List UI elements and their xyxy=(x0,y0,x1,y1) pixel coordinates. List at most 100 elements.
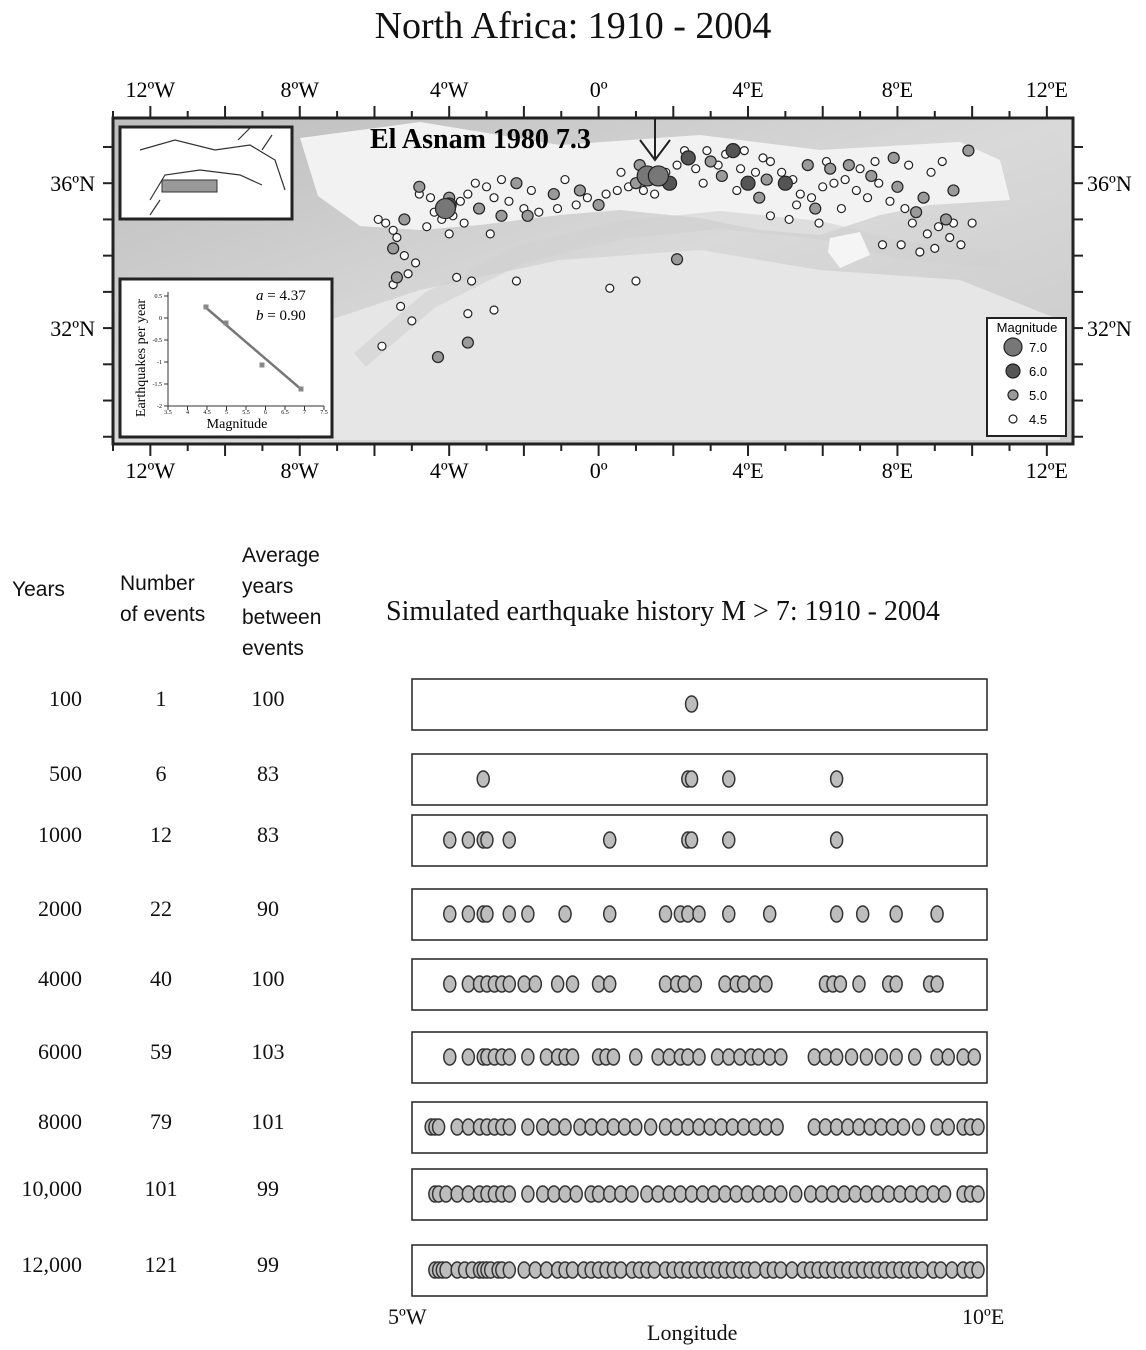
inset-x-tick-label: 6.5 xyxy=(281,410,289,416)
earthquake-marker xyxy=(698,178,708,188)
simulated-event xyxy=(450,1185,464,1203)
simulated-event xyxy=(908,1048,922,1066)
simulated-event xyxy=(751,1048,766,1066)
earthquake-marker xyxy=(947,184,960,197)
legend-marker xyxy=(1005,363,1021,379)
simulated-event xyxy=(521,1118,535,1136)
simulated-event xyxy=(695,1185,710,1203)
table-cell-years: 500 xyxy=(49,761,82,786)
simulated-event xyxy=(443,905,457,923)
simulated-event xyxy=(930,975,944,993)
inset-x-tick-label: 5.5 xyxy=(242,410,250,416)
earthquake-marker xyxy=(917,191,930,204)
earthquake-marker xyxy=(650,189,660,199)
simulated-event xyxy=(889,905,903,923)
simulated-event xyxy=(722,1048,736,1066)
earthquake-marker xyxy=(403,269,413,279)
top-tick-label: 4ºW xyxy=(430,77,469,102)
earthquake-marker xyxy=(495,209,508,222)
simulated-event xyxy=(629,1118,643,1136)
simulated-event xyxy=(558,1185,572,1203)
header-average-years: Average years between events xyxy=(242,540,321,664)
simulated-event xyxy=(751,1185,766,1203)
right-lat-label: 32ºN xyxy=(1087,316,1132,341)
table-cell-years: 4000 xyxy=(38,966,82,991)
simulated-event xyxy=(733,1048,747,1066)
earthquake-marker xyxy=(765,156,776,167)
simulated-event xyxy=(480,905,494,923)
simulated-event xyxy=(870,1185,885,1203)
simulated-event xyxy=(703,1118,717,1136)
earthquake-marker xyxy=(388,225,398,235)
simulated-event xyxy=(625,1185,639,1203)
simulated-event xyxy=(521,905,535,923)
simulated-event xyxy=(431,1118,446,1136)
bottom-tick-label: 4ºW xyxy=(430,458,469,483)
simulated-event xyxy=(450,1118,464,1136)
simulated-event xyxy=(461,975,476,993)
earthquake-marker xyxy=(461,336,474,349)
simulated-event xyxy=(874,1118,889,1136)
legend-marker xyxy=(1003,337,1023,357)
simulated-event xyxy=(829,905,844,923)
table-cell-events: 6 xyxy=(155,761,167,786)
earthquake-marker xyxy=(466,276,477,286)
lake xyxy=(828,232,870,268)
earthquake-marker xyxy=(485,229,495,239)
earthquake-marker xyxy=(612,185,622,196)
simulated-event xyxy=(874,1048,889,1066)
earthquake-marker xyxy=(829,178,839,188)
earthquake-marker xyxy=(887,151,900,164)
earthquake-marker xyxy=(526,185,536,196)
simulated-event xyxy=(502,1048,517,1066)
table-cell-avg: 99 xyxy=(257,1252,279,1277)
earthquake-marker xyxy=(425,193,436,203)
simulated-event xyxy=(774,1048,788,1066)
table-cell-avg: 83 xyxy=(257,761,279,786)
earthquake-marker xyxy=(896,240,906,250)
simulated-event xyxy=(904,1185,918,1203)
simulated-event xyxy=(684,695,699,713)
simulation-title: Simulated earthquake history M > 7: 1910… xyxy=(386,596,940,627)
simulated-event xyxy=(718,1185,732,1203)
svg-text:a = 4.37: a = 4.37 xyxy=(256,288,306,304)
simulated-event xyxy=(889,1048,903,1066)
earthquake-marker xyxy=(398,213,411,226)
main-title: North Africa: 1910 - 2004 xyxy=(374,5,772,47)
earthquake-marker xyxy=(791,200,802,210)
earthquake-marker xyxy=(967,218,977,228)
simulated-event xyxy=(606,1048,621,1066)
simulated-event xyxy=(736,975,751,993)
x-axis-label: Longitude xyxy=(647,1320,738,1345)
simulated-event xyxy=(803,1185,818,1203)
simulated-event xyxy=(915,1185,929,1203)
simulated-event xyxy=(710,1048,725,1066)
header-years: Years xyxy=(12,578,65,601)
earthquake-marker xyxy=(601,189,611,199)
simulated-event xyxy=(893,1185,907,1203)
inset-x-tick-label: 4.5 xyxy=(203,410,211,416)
simulated-event xyxy=(714,1118,729,1136)
simulated-event xyxy=(736,1118,751,1136)
inset-locator-map xyxy=(118,125,294,221)
simulated-event xyxy=(841,1118,855,1136)
earthquake-marker xyxy=(413,180,426,193)
earthquake-marker xyxy=(926,167,936,177)
inset-x-tick-label: 5 xyxy=(225,410,228,416)
table-cell-avg: 100 xyxy=(251,966,285,991)
earthquake-marker xyxy=(739,146,749,156)
simulated-event xyxy=(896,1118,911,1136)
simulated-event xyxy=(614,1261,628,1279)
simulated-event xyxy=(640,1185,654,1203)
simulated-event xyxy=(502,975,517,993)
earthquake-marker xyxy=(907,218,917,228)
earthquake-marker xyxy=(444,229,454,239)
legend-label: 6.0 xyxy=(1029,364,1047,379)
earthquake-marker xyxy=(571,200,581,210)
simulated-event xyxy=(722,831,736,849)
simulated-event xyxy=(725,1118,740,1136)
simulated-event xyxy=(565,1261,580,1279)
simulated-event xyxy=(829,1118,844,1136)
earthquake-marker xyxy=(399,251,409,261)
top-tick-label: 12ºW xyxy=(126,77,176,102)
